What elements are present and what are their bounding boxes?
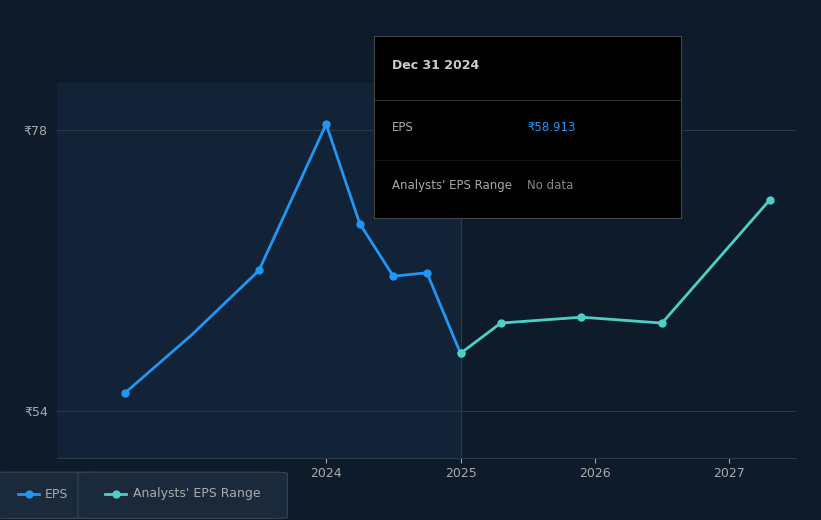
FancyBboxPatch shape [0, 472, 103, 518]
Text: Analysts Forecasts: Analysts Forecasts [467, 112, 584, 125]
FancyBboxPatch shape [78, 472, 287, 518]
Text: No data: No data [528, 179, 574, 192]
Text: Dec 31 2024: Dec 31 2024 [392, 59, 479, 72]
Text: Analysts' EPS Range: Analysts' EPS Range [392, 179, 512, 192]
Text: Analysts' EPS Range: Analysts' EPS Range [133, 488, 260, 500]
Text: EPS: EPS [45, 488, 68, 500]
Text: ₹58.913: ₹58.913 [528, 121, 576, 134]
Text: Actual: Actual [415, 112, 454, 125]
Bar [57, 83, 461, 458]
Text: EPS: EPS [392, 121, 414, 134]
